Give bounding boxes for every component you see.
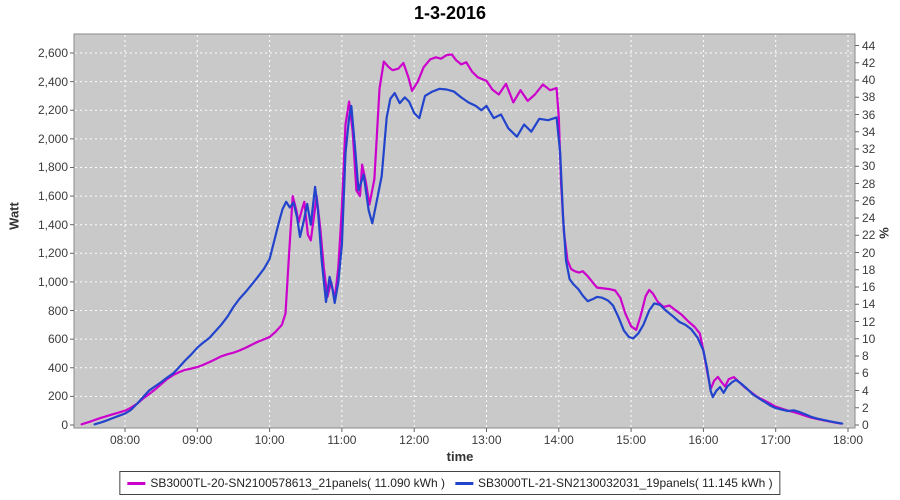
y-right-tick-label: 36 <box>862 107 876 122</box>
y-left-tick-label: 2,600 <box>37 46 68 60</box>
y-left-tick-label: 2,200 <box>37 103 68 118</box>
x-tick-label: 13:00 <box>471 433 502 447</box>
y-right-tick-label: 14 <box>862 297 876 312</box>
legend-label: SB3000TL-21-SN2130032031_19panels( 11.14… <box>478 476 773 490</box>
x-tick-label: 15:00 <box>616 433 647 447</box>
y-right-tick-label: 28 <box>862 176 876 191</box>
y-right-tick-label: 4 <box>862 383 869 398</box>
y-right-tick-label: 10 <box>862 331 876 346</box>
x-tick-label: 14:00 <box>543 433 574 447</box>
y-right-tick-label: 44 <box>862 38 876 53</box>
y-left-tick-label: 800 <box>47 303 68 318</box>
plot-area <box>70 33 859 432</box>
y-left-tick-label: 600 <box>47 332 68 347</box>
y-right-tick-label: 42 <box>862 55 876 70</box>
y-right-tick-label: 8 <box>862 349 869 363</box>
x-tick-label: 16:00 <box>688 433 719 447</box>
left-axis-title: Watt <box>6 202 22 230</box>
y-right-tick-label: 12 <box>862 314 876 329</box>
y-left-tick-label: 2,000 <box>37 131 68 146</box>
right-axis-title: % <box>876 227 892 239</box>
y-left-tick-label: 400 <box>47 360 68 375</box>
series-line-sb3000tl-21 <box>93 87 844 426</box>
y-right-tick-label: 6 <box>862 366 869 381</box>
chart-title: 1-3-2016 <box>413 3 487 23</box>
y-right-tick-label: 26 <box>862 193 876 208</box>
y-right-tick-label: 24 <box>862 211 876 225</box>
y-right-tick-label: 0 <box>862 418 869 432</box>
y-left-tick-label: 200 <box>47 389 68 404</box>
x-tick-label: 11:00 <box>327 433 357 447</box>
y-right-tick-label: 30 <box>862 159 876 174</box>
legend: SB3000TL-20-SN2100578613_21panels( 11.09… <box>119 471 781 495</box>
x-tick-label: 10:00 <box>254 433 285 447</box>
y-left-tick-label: 1,600 <box>37 189 68 204</box>
x-tick-label: 18:00 <box>832 433 864 447</box>
y-left-tick-label: 1,400 <box>37 217 68 232</box>
legend-label: SB3000TL-20-SN2100578613_21panels( 11.09… <box>150 476 445 490</box>
y-right-tick-label: 22 <box>862 228 876 243</box>
x-tick-label: 08:00 <box>109 433 141 447</box>
y-right-tick-label: 16 <box>862 280 876 294</box>
y-right-tick-label: 2 <box>862 400 869 415</box>
legend-line-swatch <box>455 481 473 485</box>
y-right-tick-label: 34 <box>862 124 876 139</box>
legend-item-sb3000tl-20: SB3000TL-20-SN2100578613_21panels( 11.09… <box>127 476 445 490</box>
y-right-tick-label: 32 <box>862 142 876 156</box>
x-tick-label: 12:00 <box>399 433 430 447</box>
x-axis-title: time <box>446 449 474 464</box>
y-right-tick-label: 18 <box>862 262 876 277</box>
y-left-tick-label: 1,200 <box>37 246 68 261</box>
y-right-tick-label: 20 <box>862 245 876 260</box>
plot-background <box>73 33 856 429</box>
x-tick-label: 17:00 <box>760 433 791 447</box>
y-right-tick-label: 38 <box>862 90 876 105</box>
y-right-tick-label: 40 <box>862 73 876 87</box>
y-left-tick-label: 1,800 <box>37 160 68 175</box>
y-left-tick-label: 1,000 <box>37 274 68 289</box>
y-left-tick-label: 2,400 <box>37 74 68 89</box>
legend-line-swatch <box>127 481 146 485</box>
legend-item-sb3000tl-21: SB3000TL-21-SN2130032031_19panels( 11.14… <box>455 476 773 490</box>
x-tick-label: 09:00 <box>182 433 213 447</box>
y-left-tick-label: 0 <box>61 418 68 432</box>
